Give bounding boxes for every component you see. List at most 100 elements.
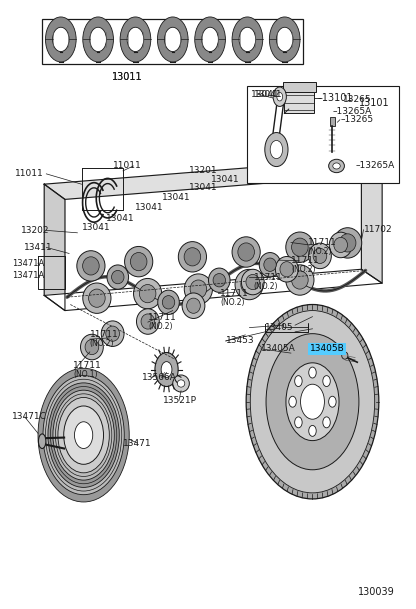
Circle shape [232,17,263,62]
Ellipse shape [162,295,175,309]
Text: –13265A: –13265A [332,107,371,116]
Circle shape [250,311,375,493]
Bar [284,91,314,113]
Circle shape [239,27,256,52]
Text: (NO.2): (NO.2) [148,323,172,331]
Circle shape [265,133,288,167]
Ellipse shape [130,253,147,271]
Circle shape [164,27,181,52]
Text: 13471A: 13471A [12,271,45,280]
Ellipse shape [241,275,258,294]
Circle shape [127,27,144,52]
Circle shape [48,383,119,487]
Ellipse shape [38,434,46,448]
Circle shape [276,27,293,52]
Text: 13265: 13265 [343,94,371,104]
Circle shape [120,17,151,62]
Ellipse shape [187,298,201,313]
Ellipse shape [182,293,205,319]
Ellipse shape [139,284,156,303]
Ellipse shape [136,309,159,334]
Ellipse shape [107,265,129,289]
Text: (NO.2): (NO.2) [90,339,114,348]
Text: 13101: 13101 [359,98,390,108]
Text: 11711: 11711 [254,273,282,281]
Circle shape [273,87,286,107]
Text: –13265: –13265 [341,115,374,124]
Ellipse shape [83,283,111,314]
Text: 13201: 13201 [189,166,218,175]
Ellipse shape [173,375,189,392]
Ellipse shape [213,273,225,287]
Text: 11011: 11011 [15,169,44,178]
Text: (NO.2): (NO.2) [254,282,278,290]
Circle shape [329,396,336,407]
Circle shape [270,17,300,62]
Text: 11702: 11702 [364,225,392,234]
Ellipse shape [264,258,276,272]
Text: 13041: 13041 [106,214,135,223]
Text: 11011: 11011 [113,161,141,171]
Bar [283,82,316,93]
Ellipse shape [85,339,99,354]
Circle shape [45,17,76,62]
Polygon shape [362,159,382,283]
Ellipse shape [134,278,162,309]
Circle shape [246,304,379,499]
Ellipse shape [184,248,201,266]
Text: 13411: 13411 [23,243,52,252]
Circle shape [155,353,178,387]
Text: 13521P: 13521P [163,396,197,405]
Bar [248,86,399,183]
Text: 13453: 13453 [226,336,255,345]
Text: (NO.2): (NO.2) [307,247,332,256]
Circle shape [161,362,172,378]
Text: 13041: 13041 [136,203,164,212]
Ellipse shape [275,256,298,282]
Text: 13471: 13471 [123,438,151,448]
Circle shape [53,390,114,480]
Polygon shape [44,184,65,311]
Circle shape [43,376,124,495]
Ellipse shape [246,275,260,290]
Ellipse shape [313,248,327,264]
Ellipse shape [141,314,155,329]
Ellipse shape [77,251,105,281]
Ellipse shape [329,232,352,258]
Circle shape [323,376,330,387]
Ellipse shape [232,237,260,267]
Circle shape [90,27,106,52]
Circle shape [295,417,302,428]
Text: 11711: 11711 [73,361,102,370]
Text: 130039: 130039 [358,587,394,597]
Text: 13471C: 13471C [12,412,47,421]
Text: –13101: –13101 [318,93,354,104]
Text: 13011: 13011 [112,72,142,82]
Ellipse shape [286,265,314,295]
Ellipse shape [235,269,263,300]
Circle shape [38,368,129,502]
Text: 13405: 13405 [265,323,294,332]
Circle shape [289,396,296,407]
Ellipse shape [238,243,255,261]
Ellipse shape [208,268,230,292]
Text: (NO.1): (NO.1) [73,370,98,379]
Text: 13405A: 13405A [261,344,296,353]
Circle shape [266,334,359,470]
Ellipse shape [329,160,344,172]
Ellipse shape [339,234,356,252]
Ellipse shape [334,238,347,253]
Circle shape [157,17,188,62]
Circle shape [270,141,282,159]
Circle shape [300,384,324,419]
Circle shape [323,417,330,428]
Ellipse shape [89,289,105,308]
Ellipse shape [292,238,308,256]
Circle shape [309,426,316,437]
Text: 13041: 13041 [189,183,218,192]
Bar [330,118,335,127]
Text: (NO.2): (NO.2) [220,298,245,307]
Ellipse shape [111,270,124,284]
Ellipse shape [83,257,99,275]
Text: 13202: 13202 [22,226,50,235]
